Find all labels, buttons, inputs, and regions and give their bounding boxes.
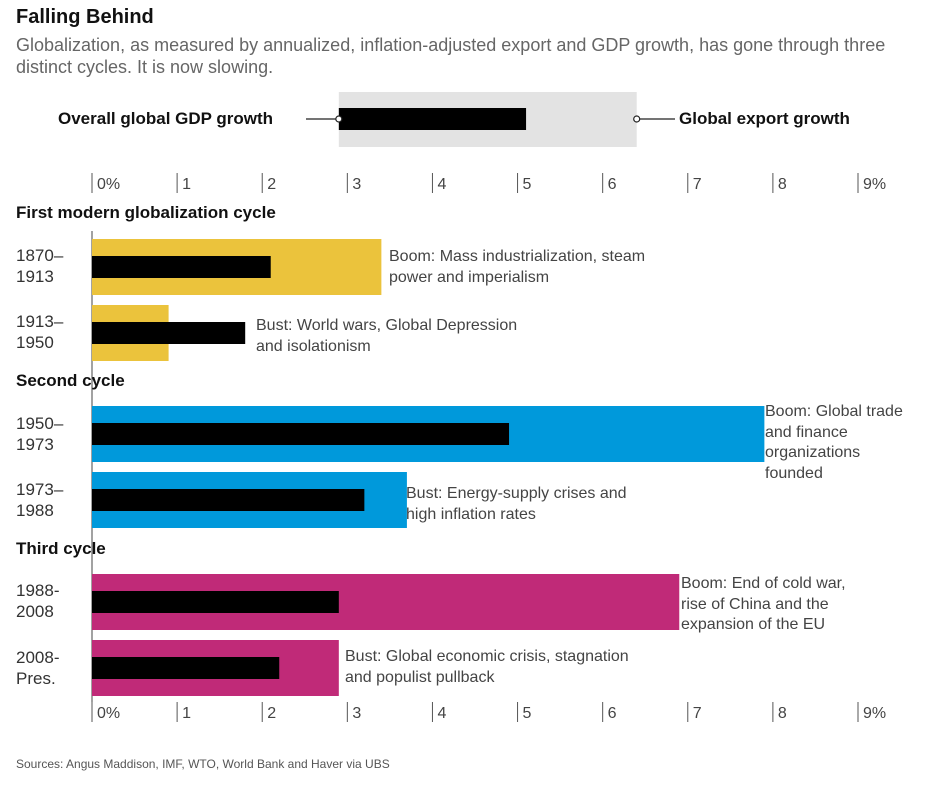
period-label: 1913– 1950	[16, 312, 64, 352]
top-axis-tick-label: 9%	[863, 176, 886, 193]
bottom-axis-tick-label: 7	[693, 705, 702, 722]
period-label: 1973– 1988	[16, 480, 64, 520]
gdp-growth-bar	[92, 256, 271, 278]
annotation-note: Bust: Energy-supply crises and high infla…	[406, 485, 627, 523]
bottom-axis-tick-label: 5	[523, 705, 532, 722]
annotation-note: Bust: World wars, Global Depression and i…	[256, 317, 518, 355]
period-label: 2008- Pres.	[16, 648, 60, 688]
section-title-third: Third cycle	[16, 539, 106, 558]
period-label: 1870– 1913	[16, 246, 64, 286]
top-axis-tick-label: 1	[182, 176, 191, 193]
bottom-axis-tick-label: 4	[437, 705, 446, 722]
top-axis-tick-label: 4	[437, 176, 446, 193]
bottom-axis-tick-label: 1	[182, 705, 191, 722]
bottom-axis-tick-label: 6	[608, 705, 617, 722]
top-axis-tick-label: 7	[693, 176, 702, 193]
gdp-growth-bar	[92, 423, 510, 445]
gdp-growth-bar	[92, 657, 280, 679]
legend-gdp-bar	[338, 108, 527, 130]
chart-subtitle: Globalization, as measured by annualized…	[16, 35, 886, 77]
top-axis-tick-label: 0%	[97, 176, 120, 193]
section-title-first: First modern globalization cycle	[16, 203, 276, 222]
gdp-growth-bar	[92, 591, 339, 613]
legend-gdp-marker	[335, 115, 343, 123]
section-title-second: Second cycle	[16, 371, 125, 390]
bottom-axis-tick-label: 0%	[97, 705, 120, 722]
top-axis-tick-label: 8	[778, 176, 787, 193]
annotation-note: Boom: End of cold war, rise of China and …	[681, 575, 846, 633]
annotation-note: Bust: Global economic crisis, stagnation…	[345, 648, 629, 686]
legend-gdp-label: Overall global GDP growth	[58, 109, 274, 128]
annotation-note: Boom: Global trade and finance organizatio…	[765, 403, 903, 482]
bottom-axis-tick-label: 9%	[863, 705, 886, 722]
top-axis-tick-label: 3	[352, 176, 361, 193]
bottom-axis-tick-label: 3	[352, 705, 361, 722]
bottom-axis-tick-label: 8	[778, 705, 787, 722]
period-label: 1950– 1973	[16, 414, 64, 454]
gdp-growth-bar	[92, 489, 365, 511]
bottom-axis-tick-label: 2	[267, 705, 276, 722]
annotation-note: Boom: Mass industrialization, steam power…	[389, 248, 646, 286]
top-axis-tick-label: 6	[608, 176, 617, 193]
top-axis-tick-label: 5	[523, 176, 532, 193]
legend-export-marker	[633, 115, 641, 123]
gdp-growth-bar	[92, 322, 246, 344]
sources-note: Sources: Angus Maddison, IMF, WTO, World…	[16, 757, 390, 771]
legend-export-label: Global export growth	[679, 109, 850, 128]
top-axis-tick-label: 2	[267, 176, 276, 193]
chart-title: Falling Behind	[16, 6, 154, 28]
period-label: 1988- 2008	[16, 581, 60, 621]
